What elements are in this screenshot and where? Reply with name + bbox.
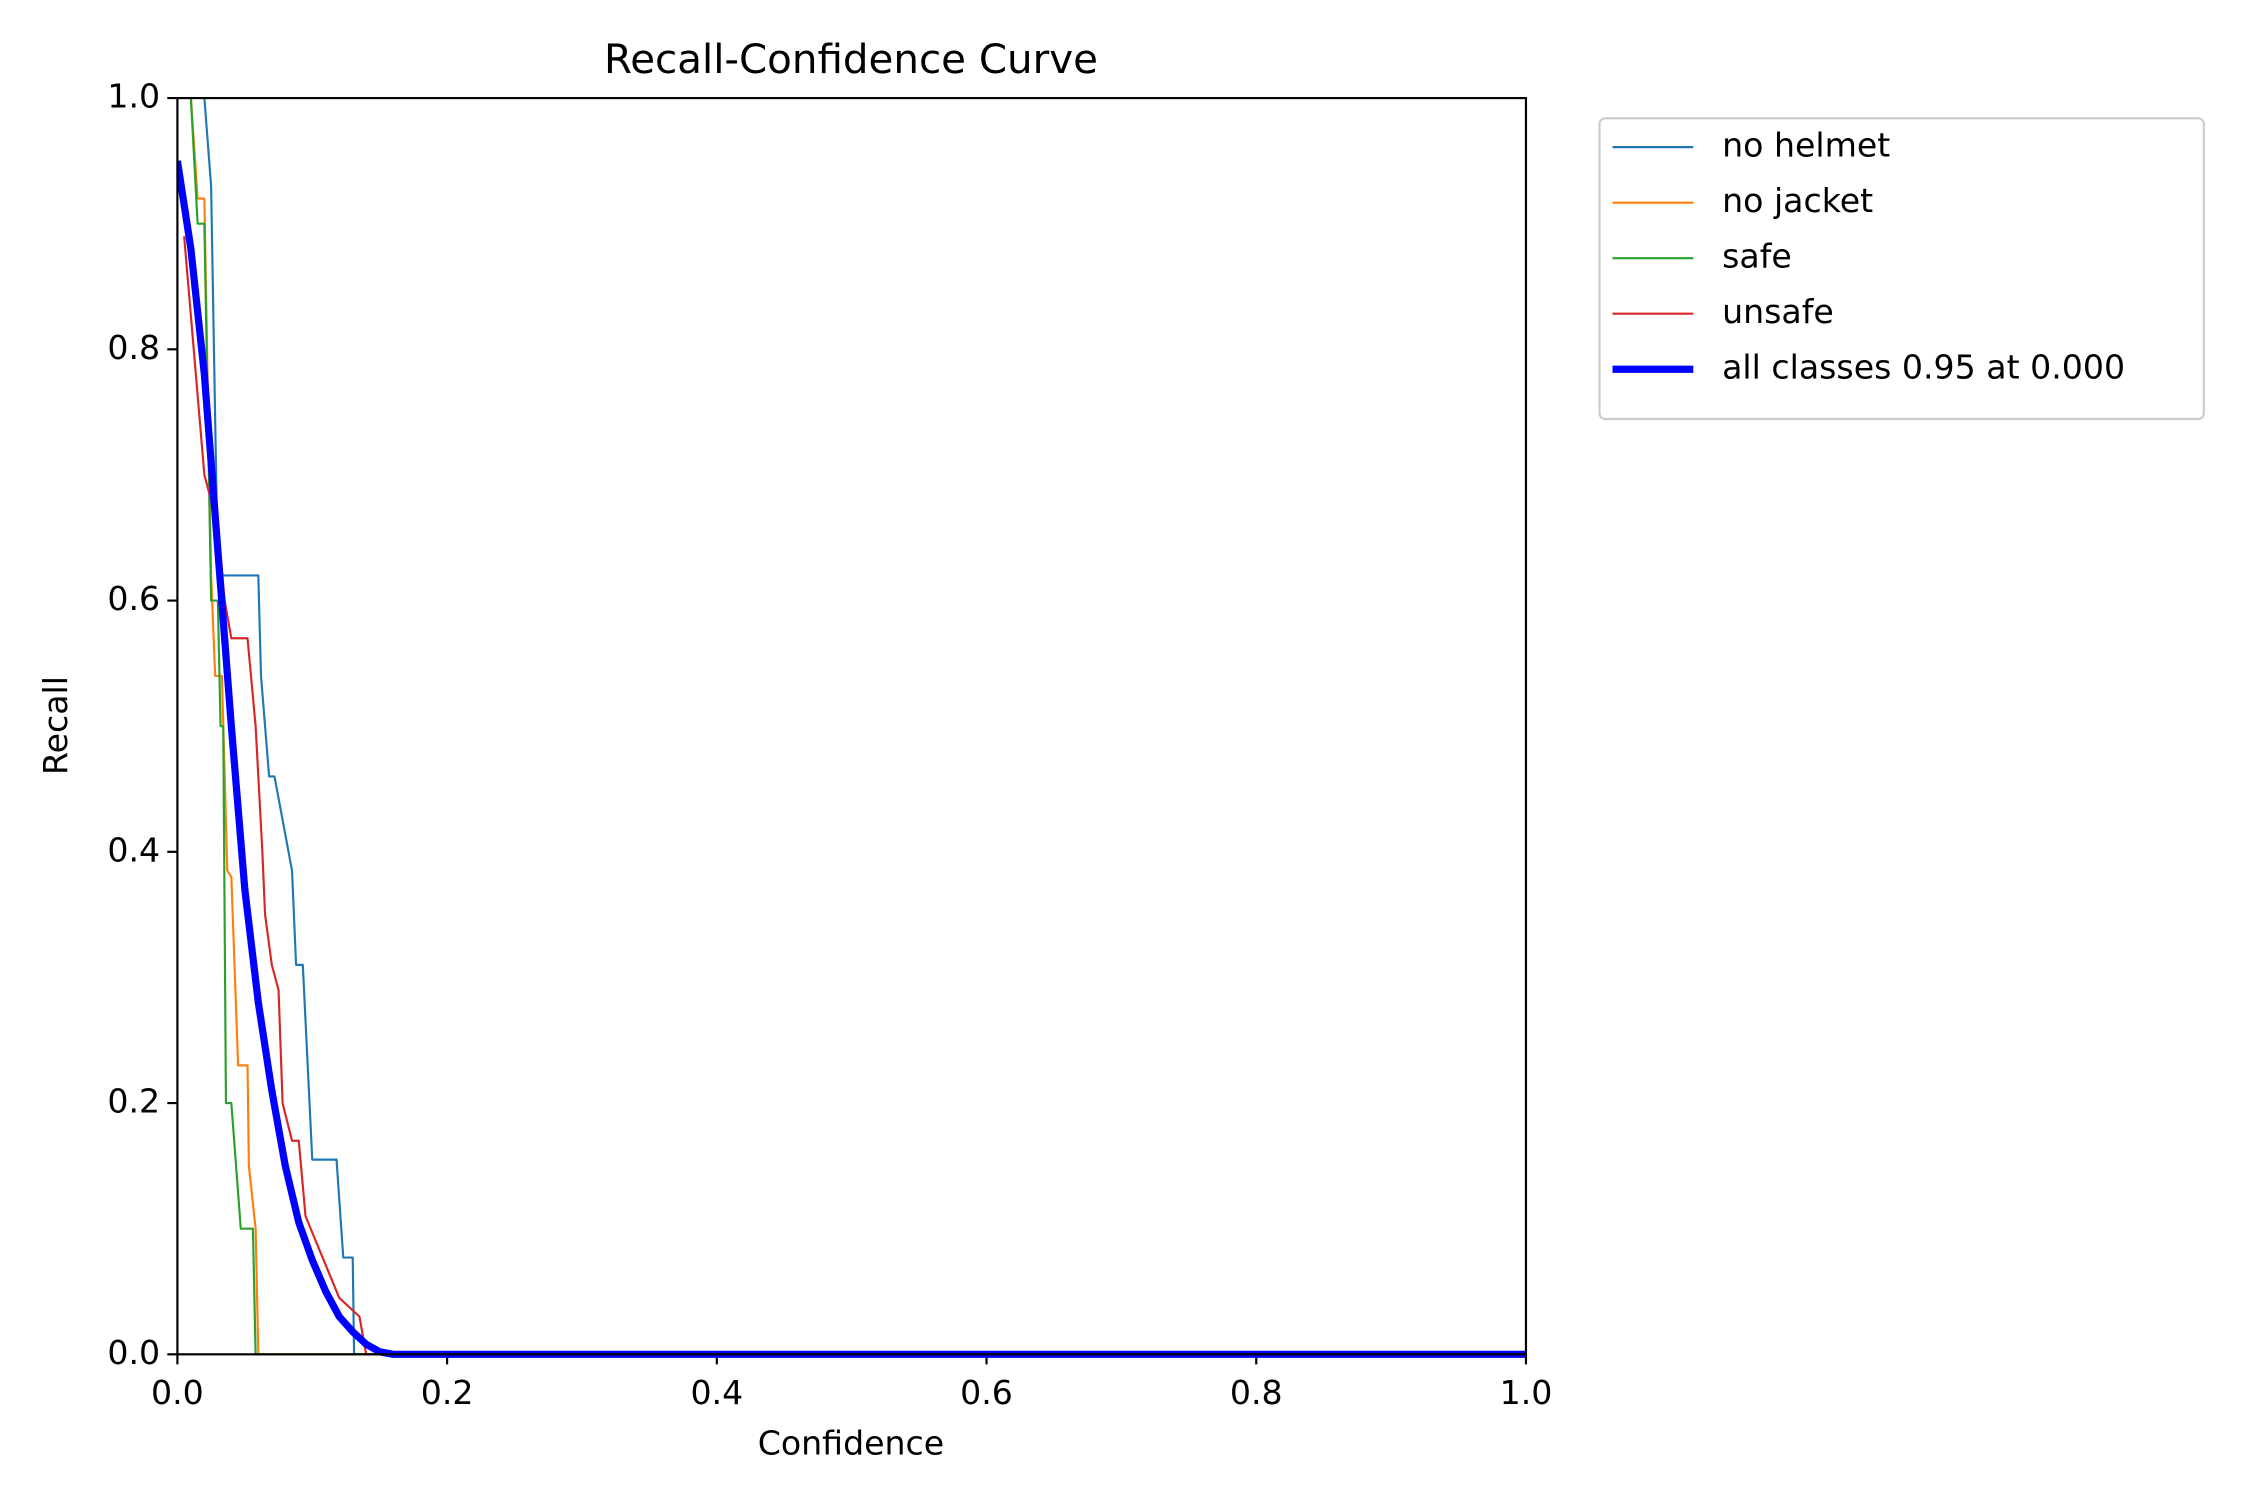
series-line	[189, 98, 1526, 1356]
legend-label: no helmet	[1722, 126, 1890, 165]
legend-label: safe	[1722, 237, 1792, 276]
chart-title: Recall-Confidence Curve	[604, 36, 1098, 83]
y-tick-label: 0.6	[107, 579, 160, 618]
x-tick-label: 1.0	[1500, 1373, 1553, 1412]
y-tick-label: 0.4	[107, 830, 160, 869]
legend-box	[1598, 117, 2205, 421]
legend-label: all classes 0.95 at 0.000	[1722, 348, 2125, 387]
x-tick-label: 0.6	[960, 1373, 1013, 1412]
y-tick-label: 0.0	[107, 1333, 160, 1372]
legend-label: no jacket	[1722, 181, 1873, 220]
x-tick-label: 0.0	[151, 1373, 204, 1412]
series-line	[203, 97, 1526, 1356]
x-tick-label: 0.2	[421, 1373, 474, 1412]
x-axis-label: Confidence	[758, 1424, 944, 1463]
series-line	[183, 236, 1526, 1356]
y-tick-label: 0.2	[107, 1082, 160, 1121]
x-tick-label: 0.8	[1230, 1373, 1283, 1412]
series-line	[189, 98, 1526, 1356]
y-tick-label: 1.0	[107, 77, 160, 116]
series-line	[177, 160, 1526, 1358]
y-tick-label: 0.8	[107, 328, 160, 367]
legend-label: unsafe	[1722, 292, 1834, 331]
plot-frame	[176, 96, 1528, 1356]
y-axis-label: Recall	[36, 676, 75, 775]
x-tick-label: 0.4	[690, 1373, 743, 1412]
